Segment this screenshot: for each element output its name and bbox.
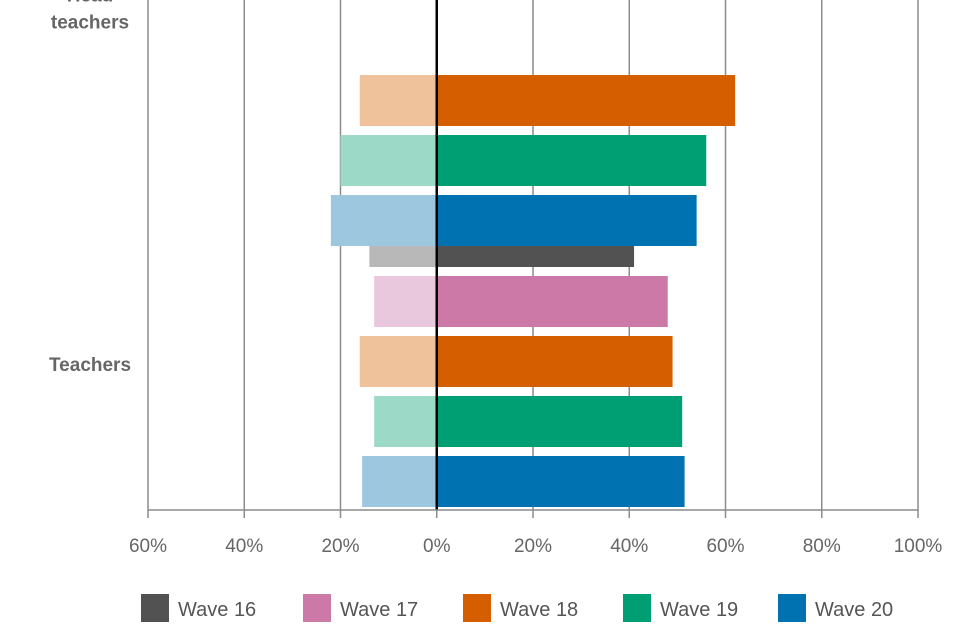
category-label: teachers [51,13,129,34]
bar-negative [330,195,437,246]
bar-negative [359,336,437,387]
bar-positive [436,336,673,387]
legend-swatch [463,594,491,622]
x-tick-label: 40% [610,536,648,557]
legend-label: Wave 16 [178,599,256,621]
legend-swatch [623,594,651,622]
x-tick-label: 80% [803,536,841,557]
legend-swatch [778,594,806,622]
x-tick-label: 20% [514,536,552,557]
bar-negative [362,456,437,507]
legend-label: Wave 20 [815,599,893,621]
bar-negative [374,396,437,447]
bar-negative [340,135,437,186]
legend-swatch [303,594,331,622]
bar-negative [374,276,437,327]
bar-positive [436,276,668,327]
bar-positive [436,396,683,447]
x-tick-label: 20% [321,536,359,557]
legend-label: Wave 17 [340,599,418,621]
bar-positive [436,75,736,126]
bars [330,75,736,507]
x-tick-label: 100% [894,536,943,557]
x-tick-label: 0% [423,536,451,557]
legend-label: Wave 18 [500,599,578,621]
category-label: Teachers [49,355,131,376]
category-label: Head [67,0,113,7]
bar-positive [436,456,685,507]
legend-swatch [141,594,169,622]
bar-positive [436,195,697,246]
category-labels: Head teachers Teachers [49,0,131,376]
x-tick-label: 40% [225,536,263,557]
x-tick-label: 60% [706,536,744,557]
x-tick-label: 60% [129,536,167,557]
bar-positive [436,135,707,186]
legend-label: Wave 19 [660,599,738,621]
x-axis-tick-labels: 60% 40% 20% 0% 20% 40% 60% 80% 100% [129,510,942,557]
legend: Wave 16 Wave 17 Wave 18 Wave 19 Wave 20 [141,594,893,622]
bar-negative [359,75,437,126]
